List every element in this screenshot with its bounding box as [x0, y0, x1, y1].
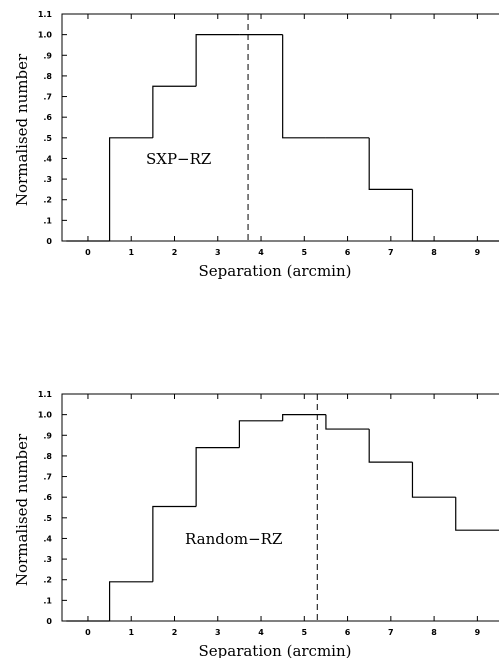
plot-frame: [61, 393, 499, 622]
x-tick-label: 9: [475, 628, 481, 637]
y-tick-label: .7: [43, 93, 52, 102]
y-tick-label: 0: [46, 617, 52, 626]
y-tick-label: 0: [46, 237, 52, 246]
y-tick-label: .9: [43, 431, 52, 440]
histogram-bin: [195, 447, 240, 507]
y-tick-label: .3: [43, 175, 52, 184]
y-tick-label: .2: [43, 196, 52, 205]
x-tick-label: 7: [388, 628, 394, 637]
y-tick-label: .9: [43, 51, 52, 60]
x-tick-label: 1: [128, 628, 134, 637]
histogram-bin: [368, 137, 413, 191]
histogram-bin: [282, 34, 326, 139]
histogram-bin: [195, 34, 240, 87]
histogram-bin: [152, 505, 197, 582]
y-tick-label: .5: [43, 134, 52, 143]
y-tick-label: .3: [43, 555, 52, 564]
histogram-bin: [411, 189, 456, 242]
y-tick-label: .5: [43, 514, 52, 523]
y-tick-label: .6: [43, 493, 52, 502]
plot-area: 0 1 2 3 4 5 6 7 8 9 0 .1 .2 .3 .4 .5 .6 .7 .8 .9 1.0 1.1: [38, 10, 499, 257]
histogram-bin: [455, 497, 499, 531]
panel-random-rz: 0 1 2 3 4 5 6 7 8 9 0 .1 .2 .3 .4 .5 .6 .7 .8 .9 1.0 1.1 Rand…: [13, 390, 499, 658]
x-tick-label: 8: [431, 628, 437, 637]
x-tick-label: 4: [258, 628, 264, 637]
x-tick-label: 1: [128, 248, 134, 257]
y-tick-label: 1.0: [38, 31, 53, 40]
y-tick-label: .6: [43, 113, 52, 122]
plot-frame: [61, 13, 499, 242]
histogram-bin: [411, 462, 456, 498]
y-tick-label: .8: [43, 72, 52, 81]
plot-area: 0 1 2 3 4 5 6 7 8 9 0 .1 .2 .3 .4 .5 .6 .7 .8 .9 1.0 1.1: [38, 390, 499, 637]
y-tick-label: .8: [43, 452, 52, 461]
x-tick-label: 7: [388, 248, 394, 257]
x-axis-title: Separation (arcmin): [199, 262, 352, 280]
histogram-bin: [108, 581, 153, 621]
x-tick-label: 8: [431, 248, 437, 257]
x-tick-label: 9: [475, 248, 481, 257]
y-axis-title: Normalised number: [13, 433, 31, 586]
x-tick-label: 3: [215, 248, 221, 257]
panel-sxp-rz: 0 1 2 3 4 5 6 7 8 9 0 .1 .2 .3 .4 .5 .6 .7 .8 .9 1.0 1.1 SXP−…: [13, 10, 499, 280]
x-tick-label: 4: [258, 248, 264, 257]
x-tick-label: 6: [345, 248, 351, 257]
x-tick-label: 0: [85, 628, 91, 637]
panel-annotation: Random−RZ: [185, 530, 282, 548]
y-tick-label: .7: [43, 473, 52, 482]
y-tick-label: .1: [43, 596, 52, 605]
x-axis-title: Separation (arcmin): [199, 642, 352, 658]
x-tick-label: 3: [215, 628, 221, 637]
histogram-bin: [282, 414, 326, 421]
x-tick-label: 2: [172, 248, 178, 257]
histogram-bin: [108, 137, 153, 241]
y-tick-label: .4: [43, 154, 52, 163]
y-tick-label: 1.1: [38, 10, 53, 19]
y-tick-label: .2: [43, 576, 52, 585]
y-tick-label: .4: [43, 534, 52, 543]
x-tick-label: 5: [302, 248, 308, 257]
histogram-bin: [238, 420, 283, 448]
x-tick-label: 2: [172, 628, 178, 637]
y-tick-label: 1.0: [38, 411, 53, 420]
x-tick-label: 5: [302, 628, 308, 637]
x-tick-label: 6: [345, 628, 351, 637]
histogram-bin: [325, 414, 370, 430]
histogram-bin: [152, 85, 197, 138]
y-tick-label: .1: [43, 216, 52, 225]
panel-annotation: SXP−RZ: [146, 150, 211, 168]
histogram-bin: [368, 429, 413, 463]
y-tick-label: 1.1: [38, 390, 53, 399]
y-axis-title: Normalised number: [13, 53, 31, 206]
x-tick-label: 0: [85, 248, 91, 257]
